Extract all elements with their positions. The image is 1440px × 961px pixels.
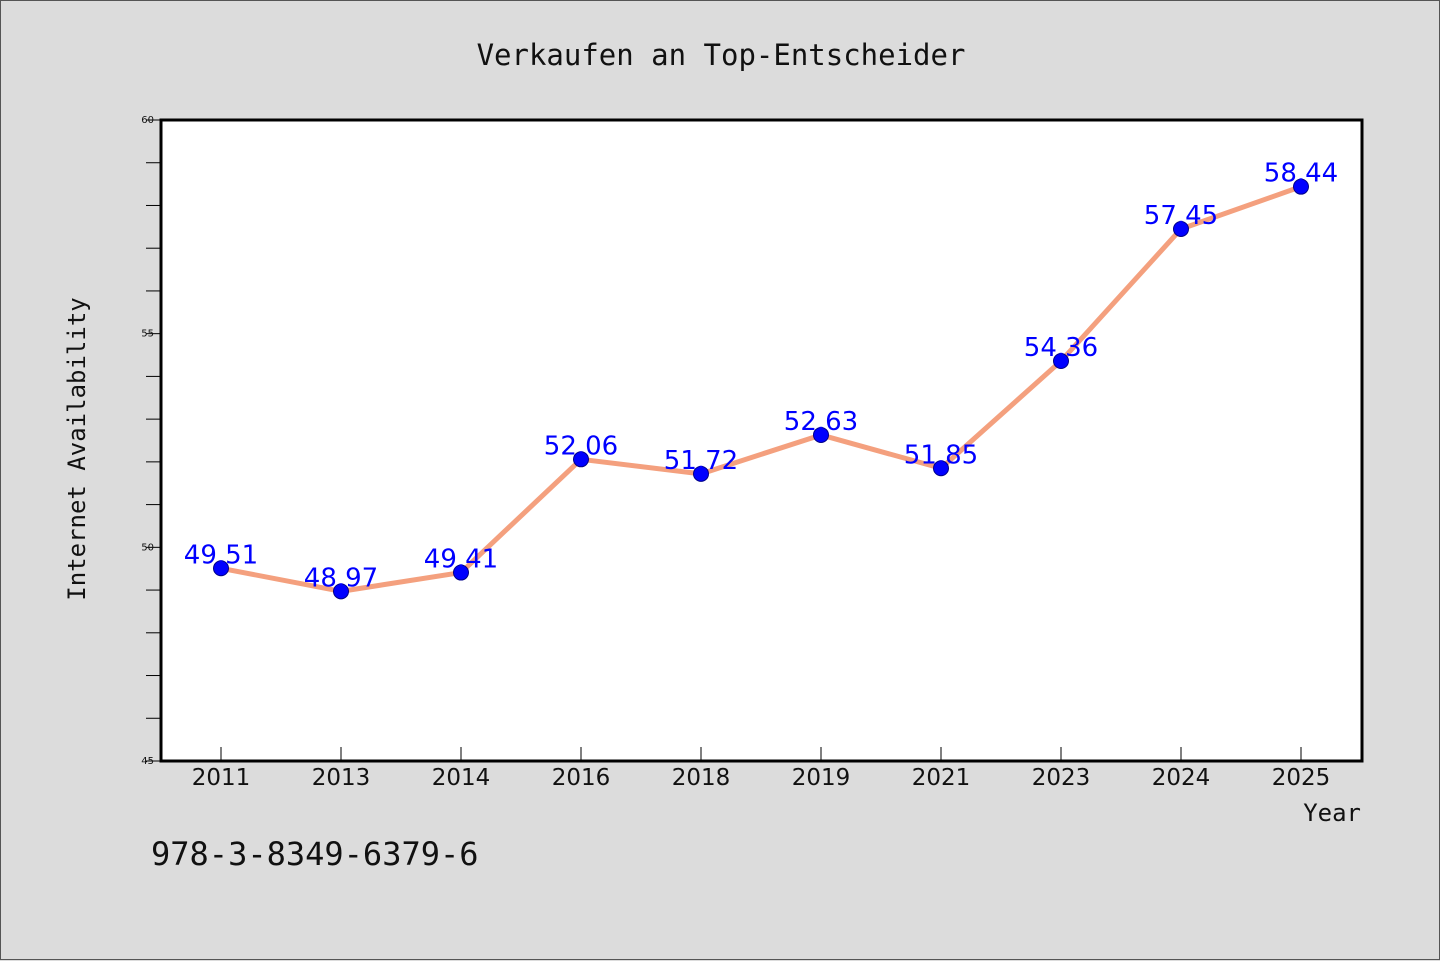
data-label: 58.44 [1264,159,1338,189]
data-label: 54.36 [1024,333,1098,363]
data-markers [213,178,1309,600]
data-label: 52.63 [784,407,858,437]
chart-title: Verkaufen an Top-Entscheider [477,38,966,72]
data-point [333,583,349,600]
data-point [1293,178,1309,195]
y-tick-label: 45 [141,756,154,767]
data-point [1053,353,1069,370]
isbn-annotation: 978-3-8349-6379-6 [151,835,479,873]
data-label: 49.51 [184,540,258,570]
y-axis-label: Internet Availability [63,297,91,600]
data-point [453,564,469,581]
data-label: 51.72 [664,446,738,476]
data-point [693,465,709,482]
data-point [933,460,949,477]
x-axis-label: Year [1303,799,1361,827]
data-point [573,451,589,468]
x-tick-label: 2021 [912,765,971,791]
x-axis: 2011 2013 2014 2016 2018 2019 2021 2023 2024 2025 [192,747,1331,791]
x-tick-label: 2018 [672,765,731,791]
plot-area [159,118,1364,763]
x-tick-label: 2016 [552,765,611,791]
data-label: 57.45 [1144,201,1218,231]
data-label: 51.85 [904,440,978,470]
y-tick-label: 60 [141,115,154,126]
data-point [813,426,829,443]
data-labels: 49.51 48.97 49.41 52.06 51.72 52.63 51.85 54.36… [184,159,1338,594]
y-tick-label: 50 [141,542,154,553]
data-point [213,560,229,577]
y-tick-label: 55 [141,329,154,340]
x-tick-label: 2023 [1032,765,1091,791]
x-tick-label: 2011 [192,765,251,791]
data-label: 48.97 [304,563,378,593]
x-tick-label: 2013 [312,765,371,791]
y-axis: 45 50 55 60 [141,115,161,767]
x-tick-label: 2019 [792,765,851,791]
data-point [1173,220,1189,237]
x-tick-label: 2014 [432,765,491,791]
x-tick-label: 2025 [1272,765,1331,791]
series-line [220,184,1302,594]
x-tick-label: 2024 [1152,765,1211,791]
data-label: 52.06 [544,431,618,461]
data-label: 49.41 [424,545,498,575]
